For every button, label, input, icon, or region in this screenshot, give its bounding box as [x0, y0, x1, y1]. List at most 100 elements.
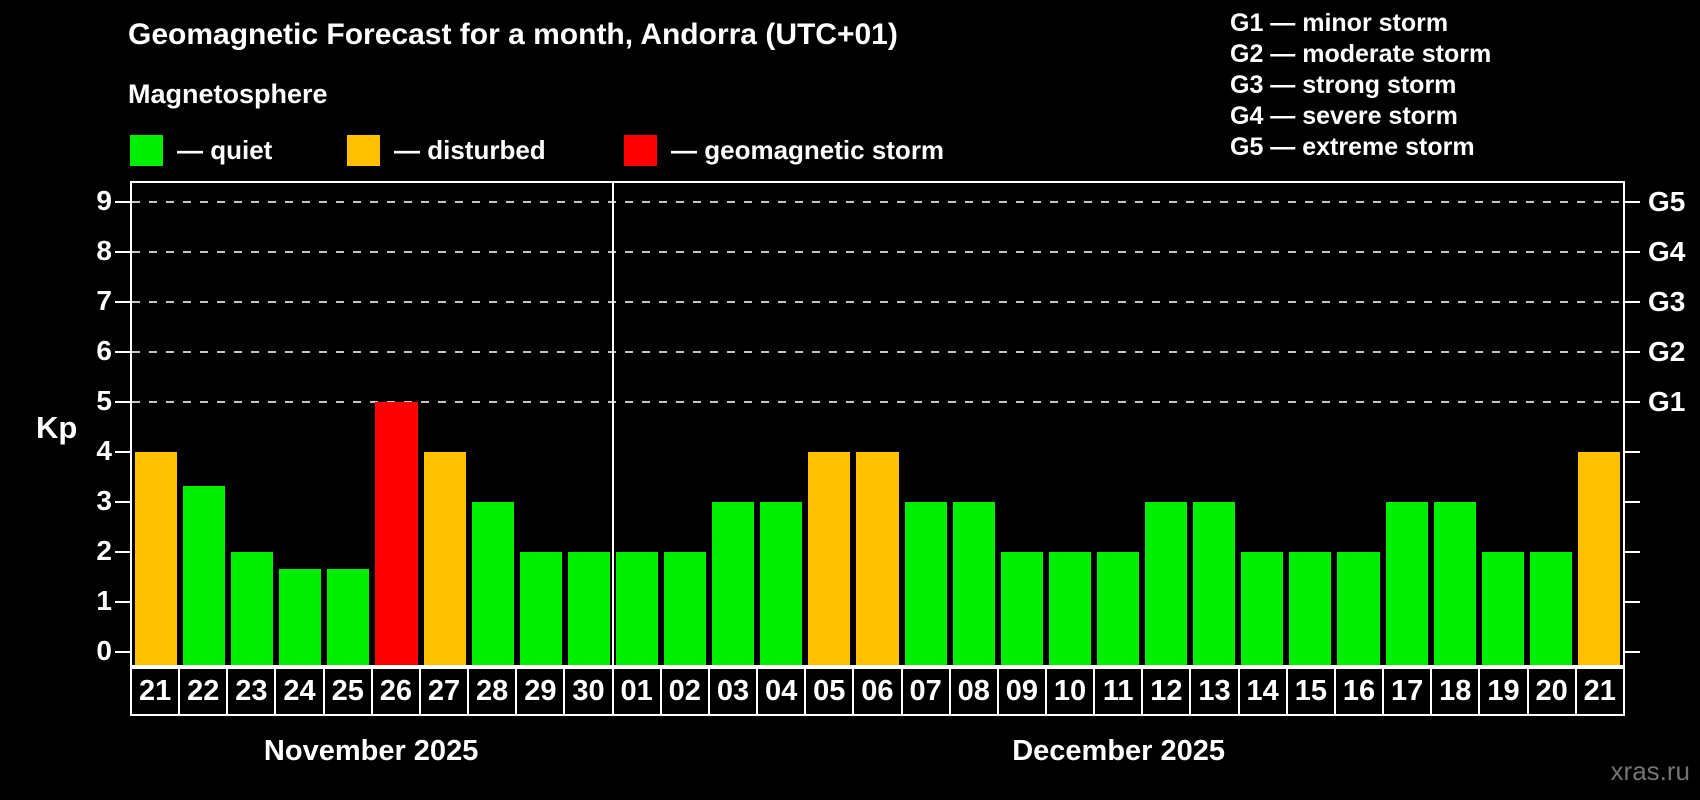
ytick-label-7: 7 [96, 285, 112, 316]
kp-bar-day-24-nov [279, 568, 322, 665]
ytick-label-4: 4 [96, 435, 112, 466]
ytick-label-8: 8 [96, 235, 112, 266]
legend-item-quiet: — quiet [130, 134, 272, 166]
day-cell-24-nov: 24 [274, 667, 325, 716]
kp-bar-day-02-dec [664, 552, 707, 665]
kp-bar-day-03-dec [712, 502, 755, 665]
left-tick-4 [115, 451, 130, 453]
day-cell-06-dec: 06 [852, 667, 903, 716]
day-cell-07-dec: 07 [900, 667, 951, 716]
ytick-label-0: 0 [96, 635, 112, 666]
left-tick-3 [115, 501, 130, 503]
kp-bar-day-04-dec [760, 502, 803, 665]
left-tick-7 [115, 301, 130, 303]
watermark: xras.ru [1610, 756, 1690, 786]
right-tick-1 [1625, 601, 1640, 603]
disturbed-color-swatch-icon [347, 134, 380, 166]
kp-bar-day-09-dec [1000, 552, 1043, 665]
kp-bar-day-25-nov [327, 568, 370, 665]
y-axis-label: Kp [36, 410, 78, 445]
g-legend-line-3: G3 — strong storm [1230, 71, 1457, 99]
right-tick-5 [1625, 401, 1640, 403]
kp-bar-day-01-dec [615, 552, 659, 665]
kp-bar-day-29-nov [519, 552, 562, 665]
day-cell-19-dec: 19 [1478, 667, 1529, 716]
day-cell-27-nov: 27 [418, 667, 470, 716]
left-tick-9 [115, 201, 130, 203]
day-cell-14-dec: 14 [1237, 667, 1288, 716]
month-label-december: December 2025 [1012, 735, 1226, 767]
kp-bar-day-07-dec [904, 502, 947, 665]
right-axis-label-G2: G2 [1648, 336, 1686, 367]
kp-bar-day-15-dec [1289, 552, 1332, 665]
gridline-kp-9 [132, 201, 1623, 203]
right-tick-4 [1625, 451, 1640, 453]
day-cell-22-nov: 22 [178, 667, 229, 716]
g-legend-line-4: G4 — severe storm [1230, 102, 1458, 130]
kp-bar-day-18-dec [1433, 502, 1476, 665]
day-cell-20-dec: 20 [1526, 667, 1577, 716]
left-tick-2 [115, 551, 130, 553]
legend-label-quiet: — quiet [177, 134, 273, 165]
legend-item-disturbed: — disturbed [347, 134, 546, 166]
day-cell-12-dec: 12 [1141, 667, 1192, 716]
day-cell-10-dec: 10 [1044, 667, 1096, 716]
kp-bar-day-19-dec [1481, 552, 1524, 665]
ytick-label-2: 2 [96, 535, 112, 566]
ytick-label-1: 1 [96, 585, 112, 616]
day-cell-16-dec: 16 [1333, 667, 1385, 716]
kp-bar-day-14-dec [1241, 552, 1284, 665]
day-cell-18-dec: 18 [1430, 667, 1481, 716]
kp-bar-day-26-nov [375, 402, 418, 665]
gridline-kp-5 [132, 401, 1623, 403]
month-label-november: November 2025 [263, 735, 479, 767]
g-scale-legend: G1 — minor storm G2 — moderate storm G3 — … [1230, 8, 1491, 163]
kp-bar-day-21-nov [135, 452, 178, 665]
g-legend-line-1: G1 — minor storm [1230, 9, 1449, 37]
day-cell-01-dec: 01 [611, 667, 662, 716]
kp-bar-day-10-dec [1048, 552, 1091, 665]
day-cell-04-dec: 04 [756, 667, 807, 716]
storm-color-swatch-icon [624, 134, 657, 166]
g-legend-line-5: G5 — extreme storm [1230, 133, 1475, 161]
day-cell-29-nov: 29 [515, 667, 566, 716]
day-label-row: 21 22 23 24 25 26 27 28 29 30 01 02 03 04 05 06 07 08 09 10… [130, 667, 1625, 716]
kp-bar-day-27-nov [423, 452, 466, 665]
gridline-kp-6 [132, 351, 1623, 353]
kp-bar-day-30-nov [567, 552, 610, 665]
kp-bar-day-28-nov [471, 502, 514, 665]
chart-subtitle: Magnetosphere [128, 79, 328, 109]
day-cell-25-nov: 25 [322, 667, 373, 716]
day-cell-05-dec: 05 [804, 667, 855, 716]
gridline-kp-7 [132, 301, 1623, 303]
ytick-label-5: 5 [96, 385, 112, 416]
quiet-color-swatch-icon [130, 134, 163, 166]
kp-bar-day-21-dec [1577, 452, 1620, 665]
day-cell-02-dec: 02 [659, 667, 710, 716]
day-cell-11-dec: 11 [1093, 667, 1144, 716]
ytick-label-3: 3 [96, 485, 112, 516]
day-cell-23-nov: 23 [226, 667, 277, 716]
g-legend-line-2: G2 — moderate storm [1230, 40, 1492, 68]
kp-bar-day-06-dec [856, 452, 899, 665]
day-cell-13-dec: 13 [1189, 667, 1240, 716]
gridline-kp-8 [132, 251, 1623, 253]
left-tick-5 [115, 401, 130, 403]
legend-label-storm: — geomagnetic storm [671, 134, 945, 165]
kp-bar-day-13-dec [1193, 502, 1236, 665]
right-tick-7 [1625, 301, 1640, 303]
day-cell-28-nov: 28 [467, 667, 518, 716]
kp-bar-day-17-dec [1385, 502, 1428, 665]
kp-bar-day-12-dec [1145, 502, 1188, 665]
right-tick-3 [1625, 501, 1640, 503]
day-cell-17-dec: 17 [1382, 667, 1433, 716]
kp-bar-day-05-dec [808, 452, 851, 665]
kp-bar-day-11-dec [1096, 552, 1140, 665]
left-tick-1 [115, 601, 130, 603]
day-cell-21-nov: 21 [130, 667, 181, 716]
right-tick-8 [1625, 251, 1640, 253]
day-cell-03-dec: 03 [707, 667, 759, 716]
right-tick-6 [1625, 351, 1640, 353]
right-axis-label-G4: G4 [1648, 236, 1686, 267]
